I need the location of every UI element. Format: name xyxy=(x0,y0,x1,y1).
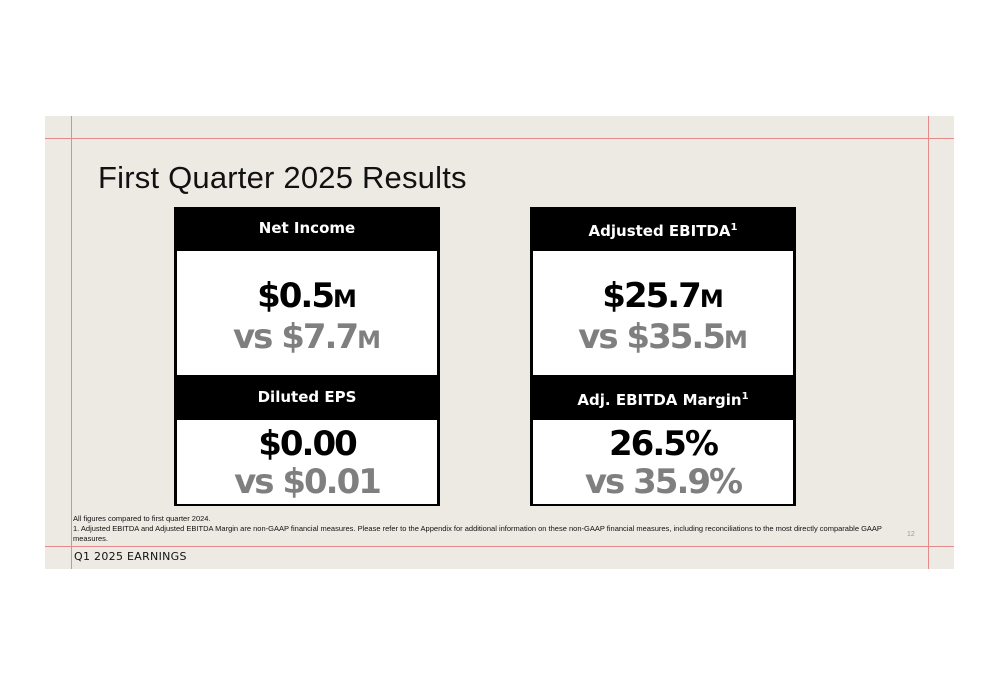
adjusted-ebitda-footnote-mark: 1 xyxy=(730,222,738,233)
adjusted-ebitda-compare-prefix: vs xyxy=(578,317,627,357)
guide-line-top xyxy=(45,138,954,139)
adjusted-ebitda-unit: M xyxy=(699,285,724,313)
net-income-unit: M xyxy=(333,285,357,313)
adj-ebitda-margin-label: Adj. EBITDA Margin xyxy=(577,391,742,409)
left-metric-card: Net Income $0.5M vs $7.7M Diluted EPS $0… xyxy=(174,207,440,506)
diluted-eps-value: $0.00 xyxy=(258,424,358,464)
adjusted-ebitda-comparison: vs $35.5M xyxy=(533,318,793,359)
page-number: 12 xyxy=(907,531,915,538)
net-income-value: $0.5M xyxy=(177,277,437,318)
adjusted-ebitda-label: Adjusted EBITDA xyxy=(588,222,731,240)
adj-ebitda-margin-compare-amount: 35.9% xyxy=(633,462,743,502)
guide-line-bottom xyxy=(45,546,954,547)
net-income-panel: $0.5M vs $7.7M xyxy=(177,251,437,375)
diluted-eps-label: Diluted EPS xyxy=(257,388,357,406)
guide-line-left xyxy=(71,116,72,569)
adjusted-ebitda-value: $25.7M xyxy=(533,277,793,318)
net-income-comparison: vs $7.7M xyxy=(177,318,437,359)
diluted-eps-compare-amount: $0.01 xyxy=(282,462,382,502)
footer-label: Q1 2025 EARNINGS xyxy=(74,550,187,563)
diluted-eps-header: Diluted EPS xyxy=(174,376,440,418)
adj-ebitda-margin-header: Adj. EBITDA Margin1 xyxy=(530,376,796,418)
adj-ebitda-margin-footnote-mark: 1 xyxy=(741,391,749,402)
adj-ebitda-margin-value: 26.5% xyxy=(609,424,719,464)
adjusted-ebitda-compare-amount: $35.5 xyxy=(626,317,726,357)
net-income-compare-unit: M xyxy=(357,326,382,354)
adjusted-ebitda-panel: $25.7M vs $35.5M xyxy=(533,251,793,375)
net-income-compare-prefix: vs xyxy=(232,317,282,357)
adjusted-ebitda-amount: $25.7 xyxy=(602,276,702,316)
adj-ebitda-margin-compare-prefix: vs xyxy=(584,462,634,502)
adj-ebitda-margin-panel: 26.5% vs 35.9% xyxy=(533,420,793,504)
footnote-non-gaap: 1. Adjusted EBITDA and Adjusted EBITDA M… xyxy=(73,524,882,543)
adjusted-ebitda-header: Adjusted EBITDA1 xyxy=(530,207,796,249)
footnotes: All figures compared to first quarter 20… xyxy=(73,514,913,544)
adj-ebitda-margin-comparison: vs 35.9% xyxy=(533,463,793,501)
net-income-header: Net Income xyxy=(174,207,440,249)
net-income-amount: $0.5 xyxy=(257,276,335,316)
footnote-comparison-basis: All figures compared to first quarter 20… xyxy=(73,514,211,523)
net-income-label: Net Income xyxy=(258,219,356,237)
diluted-eps-comparison: vs $0.01 xyxy=(177,463,437,501)
slide-title: First Quarter 2025 Results xyxy=(98,160,467,195)
net-income-compare-amount: $7.7 xyxy=(281,317,359,357)
right-metric-card: Adjusted EBITDA1 $25.7M vs $35.5M Adj. E… xyxy=(530,207,796,506)
slide: First Quarter 2025 Results Net Income $0… xyxy=(45,116,954,569)
diluted-eps-panel: $0.00 vs $0.01 xyxy=(177,420,437,504)
diluted-eps-compare-prefix: vs xyxy=(234,462,283,502)
guide-line-right xyxy=(928,116,929,569)
adjusted-ebitda-compare-unit: M xyxy=(723,326,748,354)
